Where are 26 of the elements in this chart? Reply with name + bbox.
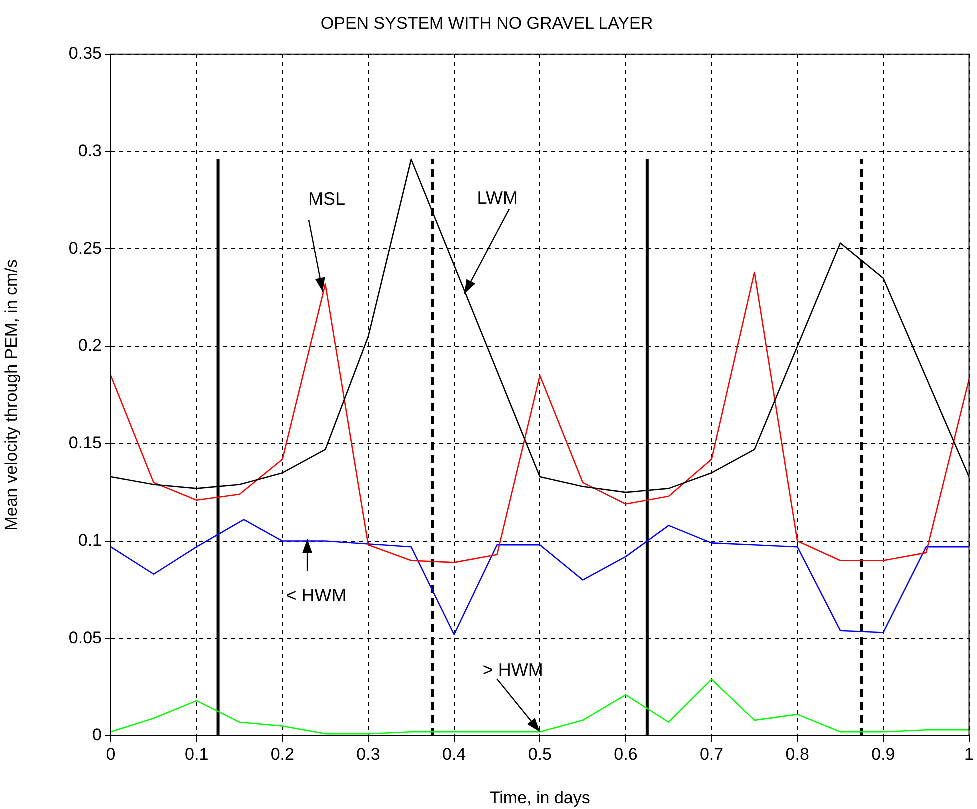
chart-title: OPEN SYSTEM WITH NO GRAVEL LAYER	[320, 14, 654, 33]
x-tick-label: 0.8	[786, 744, 810, 764]
x-tick-label: 0	[106, 744, 116, 764]
x-tick-label: 0.5	[528, 744, 552, 764]
y-tick-label: 0.15	[68, 434, 102, 453]
y-tick-label: 0.2	[78, 336, 102, 356]
annotation: LWM	[477, 188, 518, 208]
x-tick-label: 0.7	[700, 744, 724, 764]
y-tick-label: 0.25	[68, 238, 102, 258]
x-tick-label: 0.1	[185, 744, 209, 764]
annotation: < HWM	[286, 585, 347, 606]
y-tick-label: 0.3	[78, 141, 102, 160]
x-tick-label: 0.6	[614, 744, 638, 764]
y-tick-label: 0.35	[68, 44, 102, 64]
y-axis-title: Mean velocity through PEM, in cm/s	[2, 260, 21, 531]
x-tick-label: 1	[964, 744, 974, 764]
x-axis-title: Time, in days	[490, 788, 590, 808]
y-tick-label: 0	[92, 726, 102, 745]
y-tick-label: 0.05	[68, 628, 102, 648]
x-tick-label: 0.3	[356, 744, 380, 764]
y-tick-label: 0.1	[78, 530, 102, 550]
x-tick-label: 0.4	[442, 744, 466, 764]
x-tick-label: 0.9	[872, 744, 896, 764]
annotation: > HWM	[482, 660, 544, 680]
x-tick-label: 0.2	[270, 744, 294, 764]
annotation: MSL	[308, 188, 346, 209]
